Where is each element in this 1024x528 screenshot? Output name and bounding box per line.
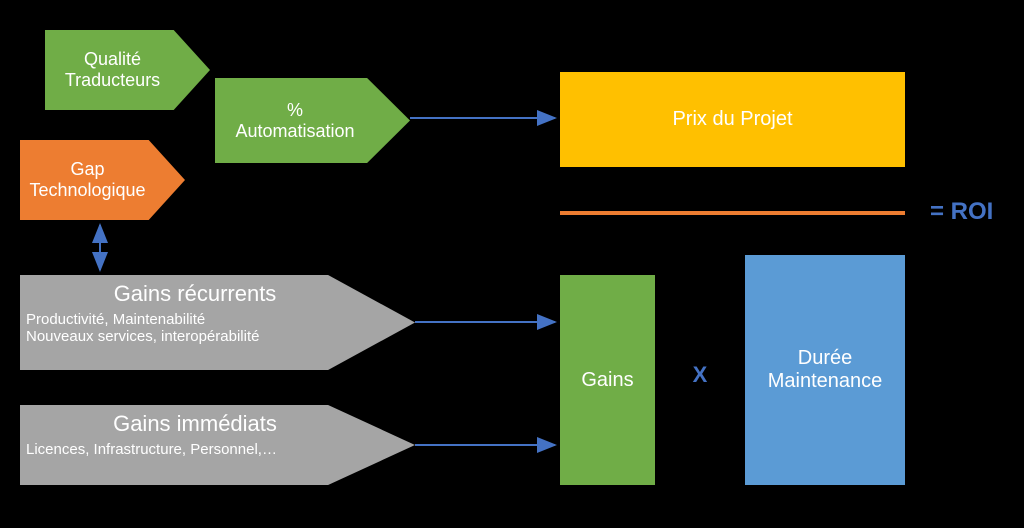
duree-label2: Maintenance [768,370,883,393]
multiply-text: X [693,362,708,388]
auto-title: % [287,100,303,121]
recurrents-sub1: Productivité, Maintenabilité [20,311,370,328]
gap-title: Gap [70,159,104,180]
qualite-title: Qualité [84,49,141,70]
duree-label1: Durée [798,347,852,370]
roi-label: = ROI [930,198,993,226]
immediats-sub1: Licences, Infrastructure, Personnel,… [20,441,370,458]
node-gains: Gains [560,275,655,485]
operator-multiply: X [660,355,740,395]
node-gains-recurrents: Gains récurrents Productivité, Maintenab… [20,275,370,376]
node-automatisation: % Automatisation [215,78,375,163]
node-qualite-traducteurs: Qualité Traducteurs [45,30,180,110]
recurrents-sub2: Nouveaux services, interopérabilité [20,328,370,345]
auto-line2: Automatisation [235,121,354,142]
qualite-line2: Traducteurs [65,70,160,91]
gains-label: Gains [581,369,633,392]
gap-line2: Technologique [29,180,145,201]
node-gains-immediats: Gains immédiats Licences, Infrastructure… [20,405,370,491]
node-prix-projet: Prix du Projet [560,72,905,167]
recurrents-title: Gains récurrents [20,281,370,307]
prix-label: Prix du Projet [672,108,792,131]
immediats-title: Gains immédiats [20,411,370,437]
node-gap-technologique: Gap Technologique [20,140,155,220]
node-duree-maintenance: Durée Maintenance [745,255,905,485]
